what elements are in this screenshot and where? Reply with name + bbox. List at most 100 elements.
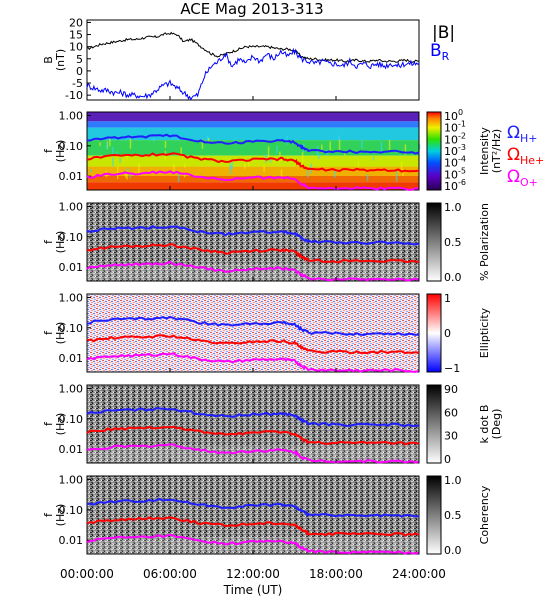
intensity-streak <box>119 158 121 163</box>
intensity-streak <box>90 169 92 173</box>
intensity-streak <box>244 162 246 169</box>
time-tick-label: 00:00:00 <box>60 567 114 581</box>
intensity-streak <box>206 135 209 140</box>
intensity-streak <box>117 166 119 172</box>
freq-tick-label: 0.01 <box>59 534 84 547</box>
h-plus-gyrofrequency-line <box>86 225 420 246</box>
colorbar-tick-label: 90 <box>444 383 458 396</box>
colorbar-label: Ellipticity <box>478 307 491 358</box>
intensity-band <box>87 112 419 122</box>
intensity-streak <box>177 172 180 183</box>
intensity-streak <box>329 141 331 151</box>
low-frequency-haze <box>87 536 419 554</box>
colorbar-tick-label: 0 <box>444 453 451 466</box>
intensity-streak <box>184 164 186 168</box>
intensity-streak <box>116 151 118 155</box>
low-frequency-haze <box>87 445 419 463</box>
freq-axis-label: f(Hz) <box>42 140 67 163</box>
legend-br: BR <box>430 41 450 63</box>
o-plus-gyrofrequency-line <box>86 260 420 282</box>
intensity-streak <box>124 171 127 178</box>
spectrogram-panel-3: 1.00 0.10 0.01 f(Hz) 1 0 −1 Ellipticity <box>42 291 491 375</box>
colorbar-tick-label: 10-1 <box>444 120 466 135</box>
b-y-tick-label: -5 <box>72 77 83 90</box>
colorbar-tick-label: 60 <box>444 406 458 419</box>
low-frequency-haze <box>87 263 419 281</box>
omega-legend-entry: ΩH+ <box>507 123 538 145</box>
colorbar-tick-label: 10-2 <box>444 131 466 146</box>
br-series-line <box>86 47 420 101</box>
intensity-streak <box>183 173 186 178</box>
colorbar-tick-label: 1 <box>444 292 451 305</box>
intensity-streak <box>388 140 391 150</box>
freq-axis-label: f(Hz) <box>42 231 67 254</box>
intensity-streak <box>301 151 304 163</box>
time-tick-label: 18:00:00 <box>309 567 363 581</box>
colorbar-tick-label: 0.0 <box>444 544 462 557</box>
intensity-streak <box>152 137 155 142</box>
intensity-streak <box>338 135 340 141</box>
freq-tick-label: 0.10 <box>59 140 84 153</box>
intensity-streak <box>127 168 129 173</box>
colorbar-label: Intensity(nT²/Hz) <box>478 127 503 175</box>
intensity-streak <box>263 165 265 172</box>
intensity-streak <box>106 142 108 149</box>
legend-b-magnitude: |B| <box>432 23 455 43</box>
intensity-band <box>87 127 419 141</box>
intensity-streak <box>138 163 140 174</box>
he-plus-gyrofrequency-line <box>86 516 420 537</box>
intensity-streak <box>372 156 375 161</box>
b-y-tick-label: 15 <box>69 29 83 42</box>
intensity-streak <box>280 169 283 180</box>
b-field-plot-frame <box>86 19 420 101</box>
intensity-streak <box>164 141 167 148</box>
intensity-streak <box>234 138 236 142</box>
freq-tick-label: 0.10 <box>59 231 84 244</box>
intensity-streak <box>344 151 346 156</box>
intensity-band <box>87 121 419 128</box>
intensity-streak <box>201 139 204 149</box>
colorbar <box>426 202 442 282</box>
intensity-streak <box>279 151 281 163</box>
freq-axis-label: f(Hz) <box>42 413 67 436</box>
spectrogram-panel-2: 1.00 0.10 0.01 f(Hz) 1.0 0.5 0.0 % Polarization <box>42 200 491 284</box>
intensity-streak <box>126 155 128 160</box>
b-y-tick-label: 5 <box>76 53 83 66</box>
intensity-streak <box>404 144 407 156</box>
intensity-streak <box>207 137 210 143</box>
intensity-streak <box>402 168 404 176</box>
b-magnitude-series-line <box>86 31 420 63</box>
colorbar-tick-label: 30 <box>444 430 458 443</box>
intensity-streak <box>267 146 270 157</box>
colorbar <box>426 293 442 373</box>
intensity-streak <box>338 139 341 151</box>
freq-tick-label: 1.00 <box>59 382 84 395</box>
spectrogram-panel-1: 1.00 0.10 0.01 f(Hz) 10010-110-210-310-410-5… <box>42 108 503 193</box>
freq-tick-label: 0.10 <box>59 322 84 335</box>
he-plus-gyrofrequency-line <box>86 425 420 446</box>
omega-legend-entry: ΩHe+ <box>507 145 544 167</box>
freq-tick-label: 1.00 <box>59 109 84 122</box>
b-y-tick-label: 20 <box>69 16 83 29</box>
spectrogram-panel-4: 1.00 0.10 0.01 f(Hz) 90 60 30 0 k dot B(Deg) <box>42 382 503 466</box>
freq-tick-label: 0.01 <box>59 170 84 183</box>
o-plus-gyrofrequency-line <box>86 352 420 373</box>
he-plus-gyrofrequency-line <box>86 243 420 264</box>
intensity-streak <box>357 161 360 167</box>
gyrofrequency-legend: ΩH+ΩHe+ΩO+ <box>507 123 544 189</box>
intensity-band <box>87 155 419 167</box>
intensity-streak <box>126 171 128 180</box>
colorbar-tick-label: 10-3 <box>444 143 466 158</box>
h-plus-gyrofrequency-line <box>86 315 420 337</box>
he-plus-gyrofrequency-line <box>86 334 420 355</box>
colorbar-tick-label: 10-4 <box>444 155 466 170</box>
intensity-streak <box>112 157 114 167</box>
intensity-streak <box>318 153 320 159</box>
grayscale-field <box>87 203 419 281</box>
intensity-streak <box>366 174 369 181</box>
freq-tick-label: 0.01 <box>59 443 84 456</box>
freq-tick-label: 1.00 <box>59 473 84 486</box>
o-plus-gyrofrequency-line <box>86 443 420 464</box>
colorbar-label: % Polarization <box>478 203 491 281</box>
